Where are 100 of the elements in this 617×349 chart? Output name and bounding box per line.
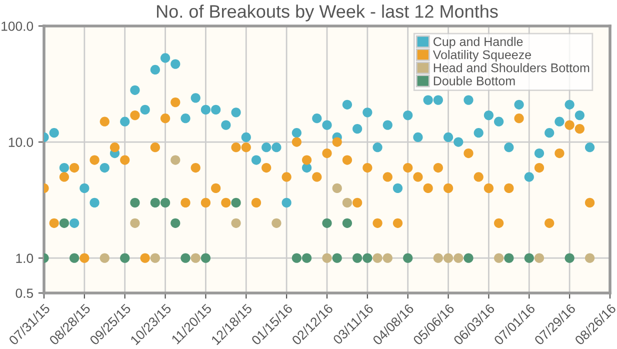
point (302, 162, 312, 173)
point (392, 183, 403, 194)
point (292, 137, 302, 147)
point (322, 120, 332, 130)
point (262, 142, 272, 152)
point (342, 155, 352, 165)
point (170, 59, 180, 69)
point (322, 218, 332, 228)
point (352, 198, 362, 208)
point (170, 155, 180, 165)
point (474, 128, 484, 138)
point (564, 100, 574, 110)
point (443, 183, 454, 194)
point (454, 137, 464, 147)
point (90, 198, 100, 208)
y-tick-label: 0.5 (16, 288, 34, 298)
point (110, 142, 120, 152)
point (554, 116, 564, 126)
point (352, 253, 362, 263)
point (564, 120, 574, 130)
point (211, 183, 221, 194)
point (251, 155, 262, 165)
point (302, 253, 312, 263)
point (59, 162, 70, 173)
point (464, 253, 474, 263)
point (312, 114, 322, 124)
point (100, 253, 110, 263)
point (534, 148, 544, 158)
point (584, 142, 595, 152)
point (231, 198, 241, 208)
point (322, 253, 332, 263)
point (494, 218, 504, 228)
point (362, 162, 372, 173)
point (494, 116, 504, 126)
point (262, 162, 272, 173)
point (382, 172, 392, 182)
point (282, 198, 292, 208)
point (70, 253, 80, 263)
point (160, 114, 170, 124)
point (130, 110, 140, 120)
point (130, 218, 140, 228)
point (70, 218, 80, 228)
point (484, 110, 494, 120)
point (200, 253, 211, 263)
y-tick-label: 1.0 (16, 254, 34, 263)
point (80, 183, 90, 194)
point (130, 198, 140, 208)
point (413, 172, 423, 182)
point (332, 253, 342, 263)
point (160, 198, 170, 208)
point (564, 253, 574, 263)
point (403, 253, 413, 263)
point (433, 253, 443, 263)
point (140, 104, 150, 114)
point (443, 253, 454, 263)
point (90, 155, 100, 165)
point (150, 64, 160, 75)
point (332, 137, 342, 147)
point (241, 142, 251, 152)
point (362, 108, 372, 118)
point (342, 100, 352, 110)
point (272, 218, 282, 228)
point (534, 253, 544, 263)
point (504, 253, 514, 263)
point (474, 172, 484, 182)
point (443, 132, 454, 142)
point (372, 142, 382, 152)
point (80, 253, 90, 263)
point (342, 218, 352, 228)
point (180, 198, 190, 208)
point (100, 116, 110, 126)
point (120, 253, 130, 263)
point (231, 108, 241, 118)
point (584, 198, 595, 208)
point (372, 218, 382, 228)
point (170, 218, 180, 228)
y-tick-label: 10.0 (8, 138, 34, 147)
point (292, 128, 302, 138)
point (100, 162, 110, 173)
point (413, 132, 423, 142)
point (251, 198, 262, 208)
point (392, 218, 403, 228)
point (423, 95, 433, 105)
point (514, 100, 524, 110)
point (574, 110, 584, 120)
point (180, 253, 190, 263)
point (464, 95, 474, 105)
point (180, 114, 190, 124)
point (433, 162, 443, 173)
point (524, 253, 534, 263)
chart-title: No. of Breakouts by Week - last 12 Months (157, 4, 498, 22)
point (423, 183, 433, 194)
point (150, 142, 160, 152)
point (382, 120, 392, 130)
point (504, 142, 514, 152)
point (190, 93, 200, 103)
point (59, 218, 70, 228)
y-tick-label: 100.0 (2, 22, 34, 31)
legend-label: Double Bottom (434, 76, 515, 86)
point (342, 198, 352, 208)
